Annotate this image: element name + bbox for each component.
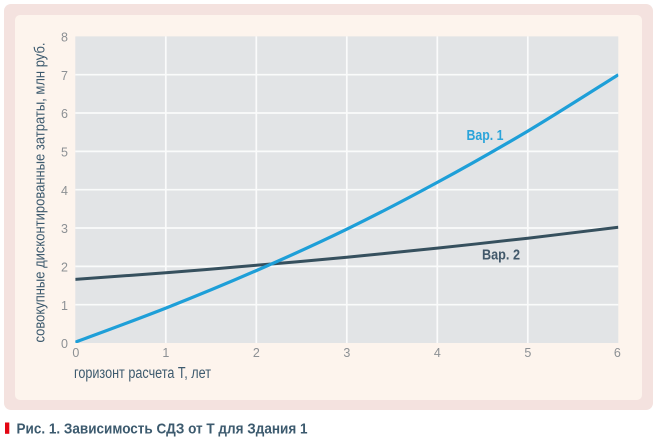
- svg-text:4: 4: [61, 184, 68, 198]
- svg-text:Вар. 2: Вар. 2: [482, 247, 520, 264]
- svg-text:Вар. 1: Вар. 1: [467, 127, 504, 144]
- svg-text:Рис. 1. Зависимость СДЗ от Т д: Рис. 1. Зависимость СДЗ от Т для Здания …: [17, 421, 308, 438]
- svg-text:2: 2: [61, 261, 68, 275]
- svg-text:2: 2: [253, 346, 260, 360]
- svg-text:5: 5: [524, 346, 531, 360]
- svg-text:3: 3: [343, 346, 350, 360]
- svg-text:6: 6: [61, 107, 68, 121]
- svg-text:8: 8: [61, 31, 68, 45]
- svg-text:0: 0: [61, 337, 68, 351]
- svg-text:1: 1: [61, 299, 68, 313]
- svg-text:1: 1: [162, 346, 169, 360]
- svg-text:совокупные дисконтированные за: совокупные дисконтированные затраты, млн…: [33, 43, 49, 343]
- svg-text:4: 4: [434, 346, 441, 360]
- svg-text:3: 3: [61, 222, 68, 236]
- svg-text:6: 6: [614, 346, 621, 360]
- svg-text:5: 5: [61, 146, 68, 160]
- svg-text:7: 7: [61, 69, 68, 83]
- svg-text:0: 0: [72, 346, 79, 360]
- svg-text:горизонт расчета Т, лет: горизонт расчета Т, лет: [74, 365, 211, 382]
